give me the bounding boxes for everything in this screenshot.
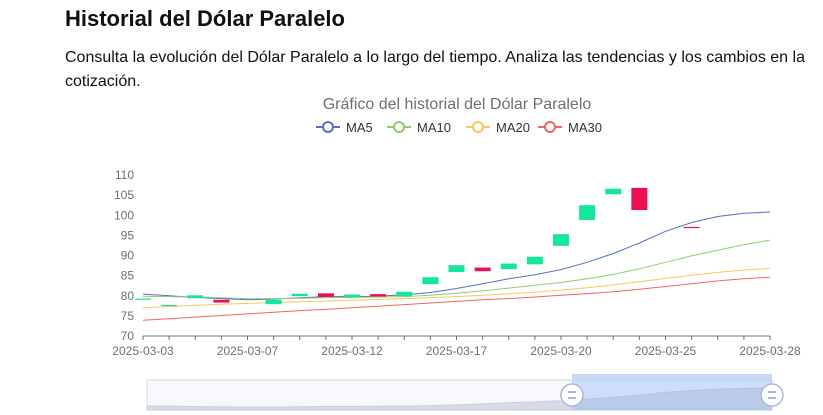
series-line-ma20 bbox=[142, 267, 771, 309]
x-tick-label: 2025-03-25 bbox=[635, 344, 697, 358]
candle bbox=[317, 293, 334, 297]
zoom-preview-area bbox=[146, 387, 773, 411]
y-tick-label: 95 bbox=[121, 228, 135, 242]
legend-marker bbox=[393, 121, 405, 133]
candle bbox=[187, 295, 204, 299]
candle bbox=[161, 305, 178, 307]
x-tick-label: 2025-03-28 bbox=[739, 344, 801, 358]
x-tick-label: 2025-03-12 bbox=[321, 344, 383, 358]
page-description: Consulta la evolución del Dólar Paralelo… bbox=[65, 49, 805, 90]
data-zoom-slider[interactable] bbox=[146, 374, 784, 411]
zoom-handle-right[interactable] bbox=[760, 383, 784, 407]
legend-item-ma5[interactable]: MA5 bbox=[316, 120, 373, 135]
candle bbox=[344, 294, 360, 298]
y-tick-label: 85 bbox=[121, 269, 135, 283]
candle bbox=[396, 291, 413, 297]
legend-label: MA20 bbox=[496, 120, 530, 135]
candle bbox=[135, 298, 151, 300]
y-tick-label: 105 bbox=[114, 188, 134, 202]
zoom-handle-circle bbox=[760, 383, 784, 407]
legend-label: MA10 bbox=[417, 120, 451, 135]
zoom-move-bar[interactable] bbox=[572, 374, 772, 380]
y-tick-label: 75 bbox=[121, 309, 135, 323]
x-tick-label: 2025-03-17 bbox=[426, 344, 488, 358]
candle bbox=[605, 188, 622, 195]
legend-item-ma10[interactable]: MA10 bbox=[387, 120, 451, 135]
legend-item-ma30[interactable]: MA30 bbox=[538, 120, 602, 135]
candle bbox=[683, 226, 700, 229]
candle bbox=[474, 267, 491, 272]
y-tick-label: 70 bbox=[121, 329, 135, 343]
legend-item-ma20[interactable]: MA20 bbox=[466, 120, 530, 135]
legend-label: MA5 bbox=[346, 120, 373, 135]
candles bbox=[135, 187, 700, 307]
ma-lines bbox=[142, 211, 771, 321]
y-axis: 70 75 80 85 90 95 100 105 110 bbox=[114, 168, 134, 343]
legend-label: MA30 bbox=[568, 120, 602, 135]
zoom-handle-left[interactable] bbox=[560, 383, 584, 407]
y-tick-label: 100 bbox=[114, 208, 134, 222]
zoom-selection[interactable] bbox=[572, 380, 772, 410]
y-tick-label: 110 bbox=[115, 168, 134, 182]
x-tick-label: 2025-03-20 bbox=[530, 344, 592, 358]
candle bbox=[265, 299, 282, 305]
candle bbox=[291, 293, 308, 297]
candle bbox=[422, 277, 439, 285]
legend[interactable]: MA5 MA10 MA20 MA30 bbox=[316, 120, 602, 135]
series-line-ma5 bbox=[142, 211, 771, 301]
series-line-ma10 bbox=[142, 239, 771, 300]
zoom-handle-circle bbox=[560, 383, 584, 407]
candle bbox=[370, 294, 387, 297]
series-line-ma30 bbox=[142, 276, 771, 321]
legend-marker bbox=[322, 121, 334, 133]
candle bbox=[526, 256, 543, 265]
candle bbox=[631, 187, 648, 211]
y-tick-label: 90 bbox=[121, 249, 135, 263]
chart-title: Gráfico del historial del Dólar Paralelo bbox=[323, 96, 592, 113]
candle bbox=[500, 263, 517, 270]
page-title: Historial del Dólar Paralelo bbox=[65, 6, 345, 31]
candle bbox=[213, 299, 230, 303]
x-axis: 2025-03-03 2025-03-07 2025-03-12 2025-03-17… bbox=[112, 335, 801, 358]
y-tick-label: 80 bbox=[121, 289, 135, 303]
candle bbox=[553, 234, 569, 246]
candle bbox=[579, 205, 596, 221]
x-tick-label: 2025-03-03 bbox=[112, 344, 174, 358]
legend-marker bbox=[472, 121, 484, 133]
candle bbox=[448, 265, 465, 273]
legend-marker bbox=[544, 121, 556, 133]
x-tick-label: 2025-03-07 bbox=[217, 344, 279, 358]
